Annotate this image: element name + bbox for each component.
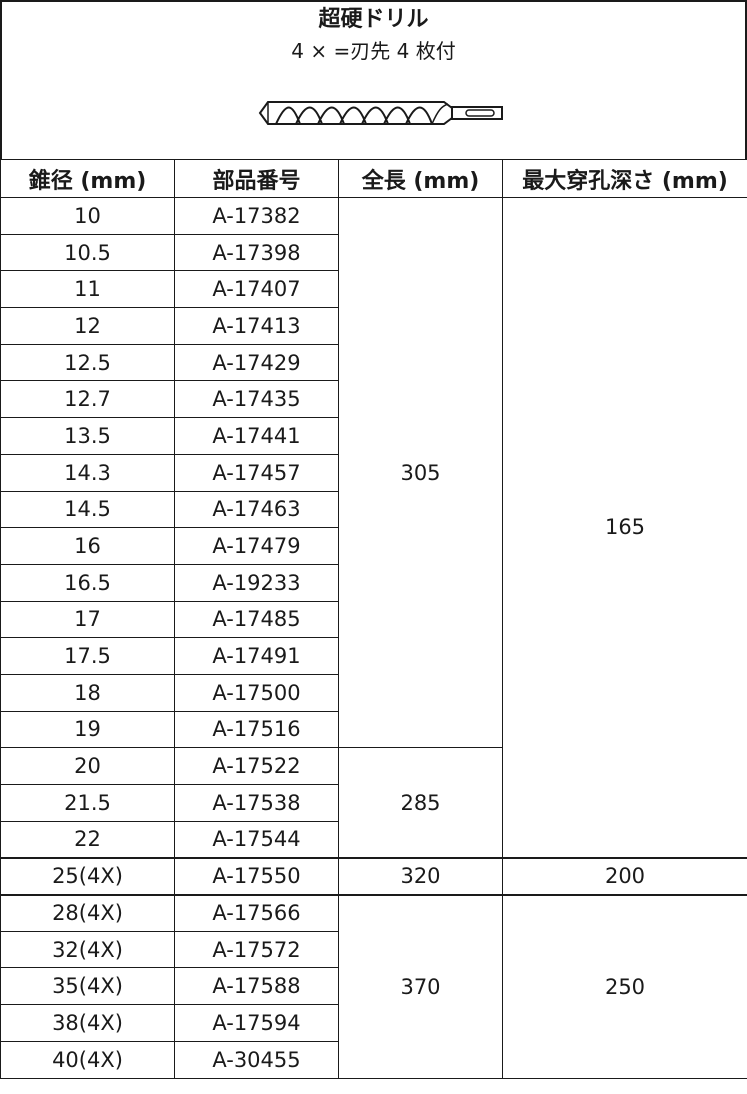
length-cell: 285 bbox=[339, 748, 503, 858]
part-number-cell: A-17441 bbox=[175, 418, 339, 455]
diameter-cell: 16 bbox=[1, 528, 175, 565]
part-number-cell: A-17479 bbox=[175, 528, 339, 565]
diameter-cell: 10.5 bbox=[1, 234, 175, 271]
diameter-cell: 18 bbox=[1, 674, 175, 711]
diameter-cell: 17.5 bbox=[1, 638, 175, 675]
diameter-cell: 22 bbox=[1, 821, 175, 858]
diameter-cell: 38(4X) bbox=[1, 1005, 175, 1042]
product-title: 超硬ドリル bbox=[2, 6, 745, 34]
part-number-cell: A-17457 bbox=[175, 454, 339, 491]
diameter-cell: 12.5 bbox=[1, 344, 175, 381]
part-number-cell: A-17500 bbox=[175, 674, 339, 711]
depth-cell: 165 bbox=[503, 198, 747, 858]
diameter-cell: 14.5 bbox=[1, 491, 175, 528]
part-number-cell: A-17407 bbox=[175, 271, 339, 308]
column-header-max-depth: 最大穿孔深さ (mm) bbox=[503, 160, 747, 198]
part-number-cell: A-17538 bbox=[175, 785, 339, 822]
part-number-cell: A-17572 bbox=[175, 931, 339, 968]
drill-spec-table: 錐径 (mm) 部品番号 全長 (mm) 最大穿孔深さ (mm) 10 A-17… bbox=[0, 159, 747, 1079]
table-row: 10 A-17382 305 165 bbox=[1, 198, 747, 235]
length-cell: 320 bbox=[339, 858, 503, 895]
part-number-cell: A-17491 bbox=[175, 638, 339, 675]
part-number-cell: A-17485 bbox=[175, 601, 339, 638]
diameter-cell: 21.5 bbox=[1, 785, 175, 822]
part-number-cell: A-17382 bbox=[175, 198, 339, 235]
diameter-cell: 35(4X) bbox=[1, 968, 175, 1005]
part-number-cell: A-17398 bbox=[175, 234, 339, 271]
table-row: 25(4X) A-17550 320 200 bbox=[1, 858, 747, 895]
diameter-cell: 12.7 bbox=[1, 381, 175, 418]
product-header: 超硬ドリル 4 × =刃先 4 枚付 bbox=[0, 0, 747, 159]
diameter-cell: 20 bbox=[1, 748, 175, 785]
diameter-cell: 13.5 bbox=[1, 418, 175, 455]
diameter-cell: 40(4X) bbox=[1, 1041, 175, 1078]
part-number-cell: A-17413 bbox=[175, 308, 339, 345]
diameter-cell: 25(4X) bbox=[1, 858, 175, 895]
table-row: 28(4X) A-17566 370 250 bbox=[1, 895, 747, 932]
length-cell: 370 bbox=[339, 895, 503, 1078]
part-number-cell: A-17588 bbox=[175, 968, 339, 1005]
part-number-cell: A-17463 bbox=[175, 491, 339, 528]
diameter-cell: 28(4X) bbox=[1, 895, 175, 932]
diameter-cell: 19 bbox=[1, 711, 175, 748]
depth-cell: 200 bbox=[503, 858, 747, 895]
part-number-cell: A-30455 bbox=[175, 1041, 339, 1078]
diameter-cell: 10 bbox=[1, 198, 175, 235]
table-header-row: 錐径 (mm) 部品番号 全長 (mm) 最大穿孔深さ (mm) bbox=[1, 160, 747, 198]
diameter-cell: 12 bbox=[1, 308, 175, 345]
part-number-cell: A-17566 bbox=[175, 895, 339, 932]
diameter-cell: 17 bbox=[1, 601, 175, 638]
part-number-cell: A-17522 bbox=[175, 748, 339, 785]
part-number-cell: A-17429 bbox=[175, 344, 339, 381]
product-subtitle: 4 × =刃先 4 枚付 bbox=[2, 38, 745, 64]
column-header-length: 全長 (mm) bbox=[339, 160, 503, 198]
diameter-cell: 16.5 bbox=[1, 564, 175, 601]
length-cell: 305 bbox=[339, 198, 503, 748]
diameter-cell: 14.3 bbox=[1, 454, 175, 491]
diameter-cell: 11 bbox=[1, 271, 175, 308]
drill-bit-icon bbox=[256, 98, 506, 128]
part-number-cell: A-19233 bbox=[175, 564, 339, 601]
part-number-cell: A-17550 bbox=[175, 858, 339, 895]
part-number-cell: A-17594 bbox=[175, 1005, 339, 1042]
part-number-cell: A-17516 bbox=[175, 711, 339, 748]
part-number-cell: A-17544 bbox=[175, 821, 339, 858]
part-number-cell: A-17435 bbox=[175, 381, 339, 418]
depth-cell: 250 bbox=[503, 895, 747, 1078]
column-header-part-number: 部品番号 bbox=[175, 160, 339, 198]
diameter-cell: 32(4X) bbox=[1, 931, 175, 968]
column-header-diameter: 錐径 (mm) bbox=[1, 160, 175, 198]
